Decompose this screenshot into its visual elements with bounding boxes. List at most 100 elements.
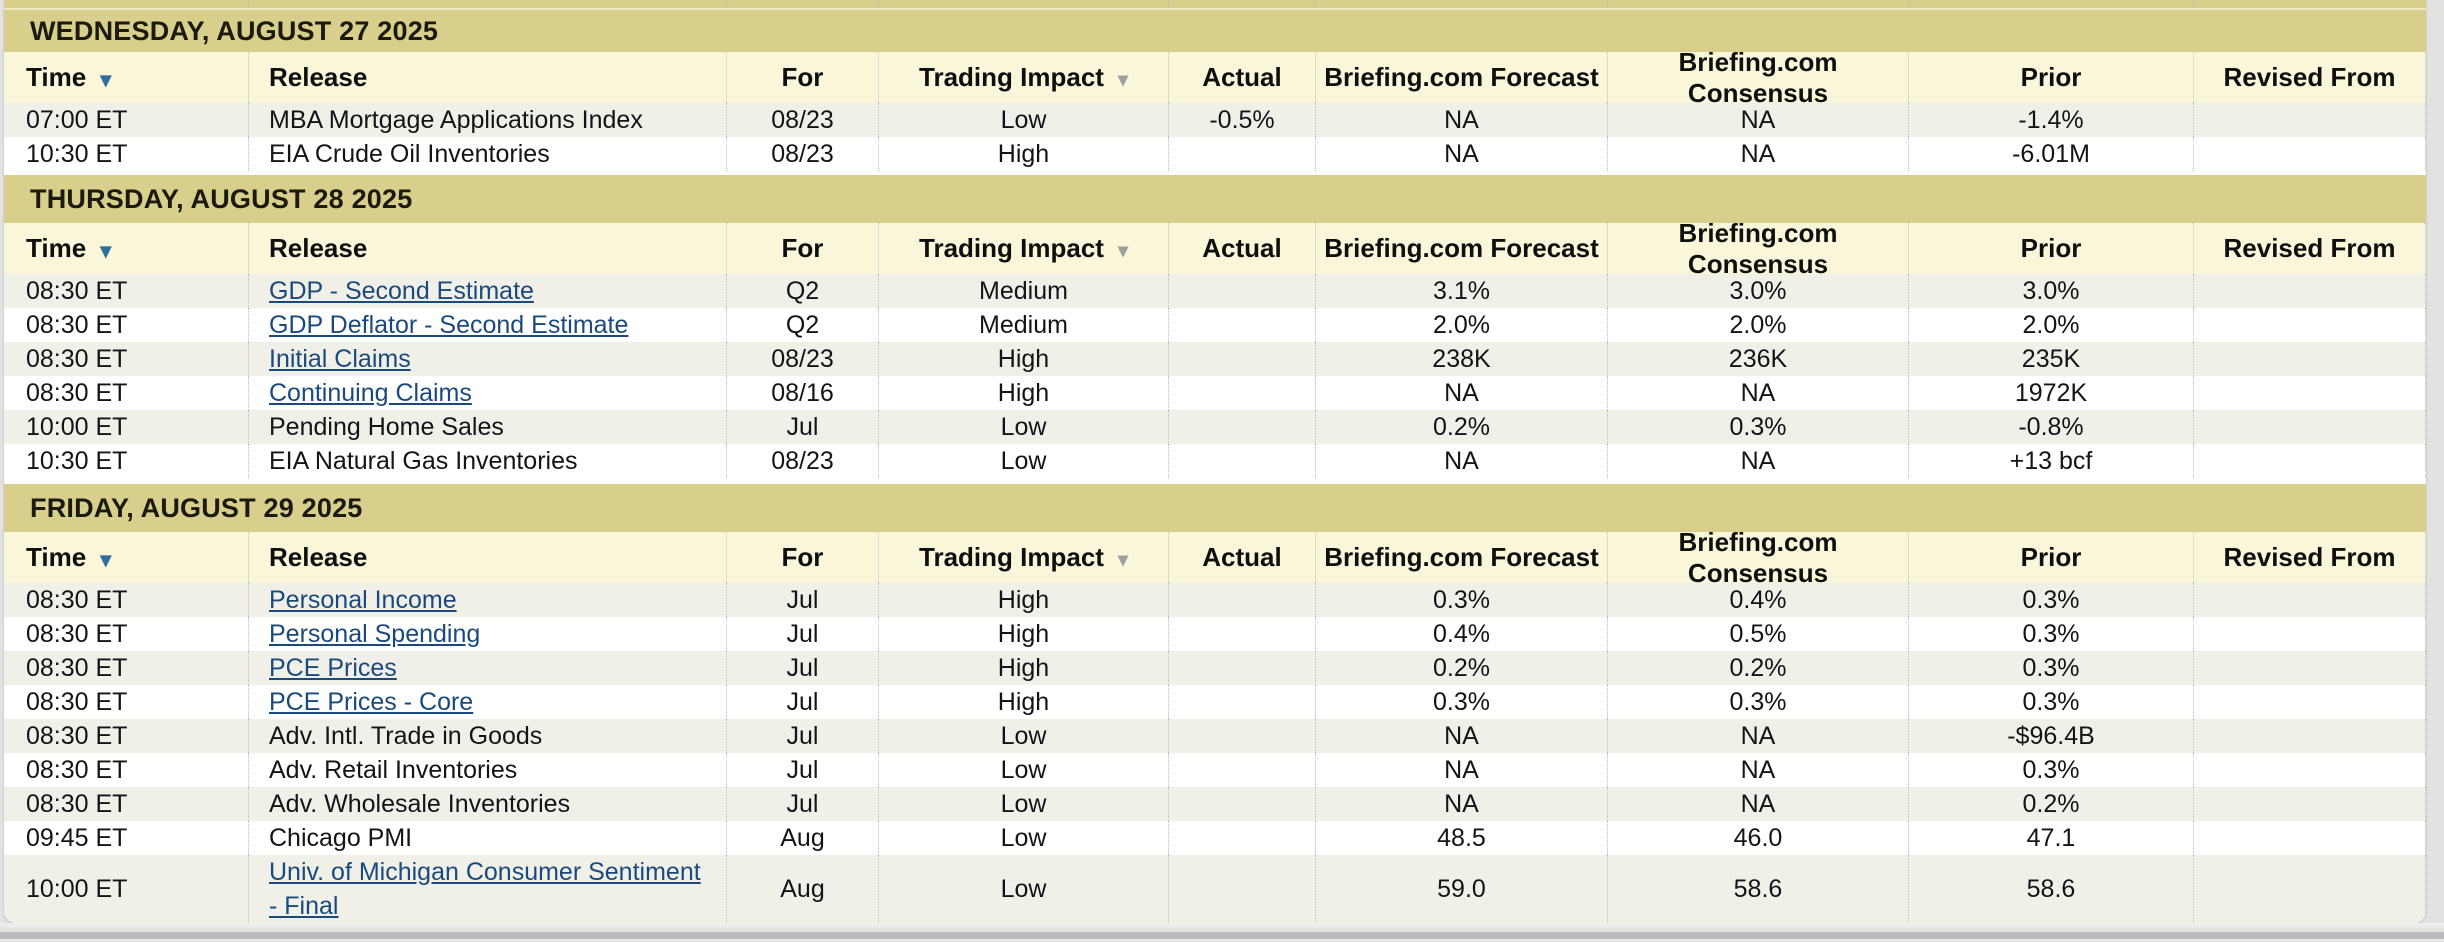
cell-text: NA xyxy=(1444,106,1479,134)
cell-text: NA xyxy=(1740,447,1776,475)
column-header-actual: Actual xyxy=(1168,223,1315,274)
sort-arrow-icon[interactable]: ▾ xyxy=(100,66,112,92)
cell-text: 08:30 ET xyxy=(26,790,128,818)
cell-text: NA xyxy=(1740,140,1776,168)
release-link[interactable]: PCE Prices - Core xyxy=(269,688,474,716)
sort-arrow-icon[interactable]: ▾ xyxy=(1117,548,1128,571)
cell-prior: 58.6 xyxy=(1908,855,2193,923)
column-header-label: Release xyxy=(269,62,368,92)
cell-text: Jul xyxy=(786,413,819,441)
cell-release: Univ. of Michigan Consumer Sentiment - F… xyxy=(248,855,726,923)
cell-text: Low xyxy=(1000,790,1047,818)
cell-time: 08:30 ET xyxy=(4,753,248,787)
cell-revised xyxy=(2193,342,2426,376)
cell-text: 0.2% xyxy=(1433,654,1490,682)
horizontal-scrollbar[interactable] xyxy=(0,932,2444,939)
column-header-impact[interactable]: Trading Impact ▾ xyxy=(878,532,1168,583)
table-row: 08:30 ET Personal Income Jul High 0.3% 0.4% 0.… xyxy=(4,583,2426,617)
release-link[interactable]: PCE Prices xyxy=(269,654,397,682)
column-header-label: Briefing.com Consensus xyxy=(1678,223,1838,274)
sort-arrow-icon[interactable]: ▾ xyxy=(100,546,112,572)
cell-for: Jul xyxy=(726,583,878,617)
cell-text: Aug xyxy=(780,875,825,903)
cell-time: 08:30 ET xyxy=(4,617,248,651)
column-header-label: Briefing.com Forecast xyxy=(1324,542,1599,572)
column-header-label: Briefing.com Forecast xyxy=(1324,233,1599,263)
cell-for: Jul xyxy=(726,617,878,651)
cell-prior: 0.3% xyxy=(1908,651,2193,685)
column-header-label: Time xyxy=(26,542,87,572)
cell-text: Jul xyxy=(786,586,819,614)
cell-forecast: 0.2% xyxy=(1315,410,1607,444)
cell-revised xyxy=(2193,753,2426,787)
top-edge-cell xyxy=(1908,0,2193,8)
cell-consensus: NA xyxy=(1607,787,1908,821)
sort-arrow-icon[interactable]: ▾ xyxy=(1117,68,1128,91)
release-link[interactable]: Personal Spending xyxy=(269,620,481,648)
cell-text: 08:30 ET xyxy=(26,620,128,648)
column-header-label: Trading Impact xyxy=(919,62,1104,92)
cell-actual xyxy=(1168,274,1315,308)
cell-revised xyxy=(2193,685,2426,719)
cell-text: Adv. Wholesale Inventories xyxy=(269,790,571,818)
top-edge-cell xyxy=(4,0,248,8)
cell-consensus: NA xyxy=(1607,376,1908,410)
cell-for: Jul xyxy=(726,685,878,719)
release-link[interactable]: Personal Income xyxy=(269,586,457,614)
cell-text: Low xyxy=(1000,722,1047,750)
cell-text: NA xyxy=(1740,722,1776,750)
cell-text: 2.0% xyxy=(1433,311,1490,339)
column-header-impact[interactable]: Trading Impact ▾ xyxy=(878,52,1168,103)
cell-text: 0.4% xyxy=(1729,586,1787,614)
top-edge-cell xyxy=(878,0,1168,8)
column-header-label: Revised From xyxy=(2223,542,2396,572)
cell-time: 10:30 ET xyxy=(4,137,248,171)
top-edge-cell xyxy=(1315,0,1607,8)
sort-arrow-icon[interactable]: ▾ xyxy=(100,237,112,263)
column-header-impact[interactable]: Trading Impact ▾ xyxy=(878,223,1168,274)
release-link[interactable]: GDP - Second Estimate xyxy=(269,277,534,305)
column-header-revised: Revised From xyxy=(2193,532,2426,583)
cell-time: 08:30 ET xyxy=(4,342,248,376)
cell-for: Q2 xyxy=(726,274,878,308)
cell-text: -$96.4B xyxy=(2007,722,2095,750)
cell-impact: High xyxy=(878,617,1168,651)
cell-text: 08/23 xyxy=(771,106,834,134)
table-row: 08:30 ET GDP Deflator - Second Estimate Q2… xyxy=(4,308,2426,342)
table-row: 10:30 ET EIA Natural Gas Inventories 08/23… xyxy=(4,444,2426,478)
section-gap xyxy=(4,478,2426,484)
cell-for: Jul xyxy=(726,753,878,787)
cell-revised xyxy=(2193,137,2426,171)
cell-time: 09:45 ET xyxy=(4,821,248,855)
cell-text: 08/23 xyxy=(771,447,834,475)
column-header-time[interactable]: Time ▾ xyxy=(4,223,248,274)
table-row: 10:00 ET Univ. of Michigan Consumer Senti… xyxy=(4,855,2426,923)
cell-text: 236K xyxy=(1728,345,1788,373)
column-header-label: Time xyxy=(26,233,87,263)
release-link[interactable]: Initial Claims xyxy=(269,345,411,373)
cell-text: 0.3% xyxy=(1433,586,1490,614)
cell-text: 0.2% xyxy=(2022,790,2080,818)
cell-text: NA xyxy=(1740,106,1776,134)
cell-release: PCE Prices - Core xyxy=(248,685,726,719)
cell-impact: High xyxy=(878,685,1168,719)
table-top-edge xyxy=(4,0,2426,8)
cell-text: 2.0% xyxy=(1729,311,1787,339)
cell-text: 0.3% xyxy=(1729,688,1787,716)
cell-for: 08/23 xyxy=(726,103,878,137)
cell-actual xyxy=(1168,617,1315,651)
release-link[interactable]: GDP Deflator - Second Estimate xyxy=(269,311,629,339)
release-link[interactable]: Continuing Claims xyxy=(269,379,472,407)
column-header-time[interactable]: Time ▾ xyxy=(4,532,248,583)
column-header-label: Prior xyxy=(2020,233,2082,263)
column-header-time[interactable]: Time ▾ xyxy=(4,52,248,103)
release-link[interactable]: Univ. of Michigan Consumer Sentiment - F… xyxy=(269,858,701,920)
cell-text: 0.4% xyxy=(1433,620,1490,648)
section-gap xyxy=(4,171,2426,175)
cell-forecast: 0.4% xyxy=(1315,617,1607,651)
cell-text: 0.3% xyxy=(2022,620,2080,648)
cell-text: 08:30 ET xyxy=(26,756,128,784)
cell-text: 0.3% xyxy=(1433,688,1490,716)
sort-arrow-icon[interactable]: ▾ xyxy=(1117,239,1128,262)
cell-time: 08:30 ET xyxy=(4,719,248,753)
